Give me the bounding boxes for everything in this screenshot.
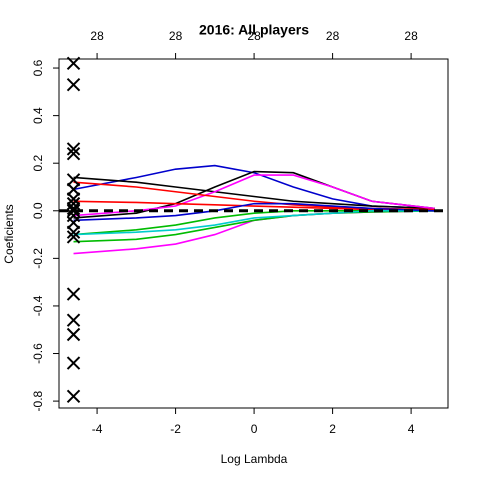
cross-stroke	[66, 204, 81, 218]
cross-marker	[66, 313, 81, 327]
y-tick-label: 0.0	[31, 202, 45, 219]
cross-marker	[66, 356, 81, 370]
cross-stroke	[66, 356, 81, 370]
y-axis-label: Coeficients	[2, 204, 16, 263]
top-tick-label: 28	[326, 29, 340, 43]
plot-area	[59, 164, 448, 255]
cross-marker	[66, 225, 81, 239]
cross-stroke	[66, 389, 81, 404]
cross-stroke	[66, 77, 81, 92]
x-axis-label: Log Lambda	[221, 452, 288, 466]
cross-marker	[66, 192, 81, 206]
cross-stroke	[66, 192, 81, 206]
coef-path	[73, 202, 435, 222]
top-tick-label: 28	[247, 29, 261, 43]
x-tick-label: -4	[92, 422, 103, 436]
cross-marker	[66, 287, 81, 301]
cross-stroke	[66, 230, 81, 244]
x-tick-label: 0	[251, 422, 258, 436]
cross-marker	[66, 182, 81, 197]
cross-stroke	[66, 327, 81, 342]
cross-marker	[66, 204, 81, 218]
cross-marker	[66, 215, 81, 230]
x-tick-label: 2	[329, 422, 336, 436]
cross-stroke	[66, 313, 81, 327]
y-tick-label: -0.6	[31, 343, 45, 364]
cross-marker	[66, 146, 81, 161]
coef-path	[73, 164, 435, 210]
cross-marker	[66, 389, 81, 404]
x-tick-label: -2	[170, 422, 181, 436]
chart-title: 2016: All players	[199, 22, 309, 38]
cross-stroke	[66, 173, 81, 187]
y-tick-label: -0.2	[31, 248, 45, 269]
x-tick-label: 4	[408, 422, 415, 436]
cross-stroke	[66, 142, 81, 156]
cross-marker	[66, 173, 81, 187]
cross-marker	[66, 230, 81, 244]
top-tick-label: 28	[90, 29, 104, 43]
y-tick-label: -0.8	[31, 390, 45, 411]
y-tick-label: -0.4	[31, 295, 45, 316]
top-tick-label: 28	[169, 29, 183, 43]
cross-stroke	[66, 287, 81, 301]
cross-stroke	[66, 225, 81, 239]
cross-stroke	[66, 182, 81, 197]
coef-path	[73, 200, 435, 212]
coef-path	[73, 174, 435, 217]
coef-path	[73, 209, 435, 243]
y-tick-label: 0.6	[31, 59, 45, 76]
plot-frame	[58, 58, 449, 409]
y-tick-label: 0.4	[31, 107, 45, 124]
cross-marker	[66, 327, 81, 342]
top-tick-label: 28	[404, 29, 418, 43]
y-tick-label: 0.2	[31, 155, 45, 172]
cross-stroke	[66, 215, 81, 230]
cross-marker	[66, 77, 81, 92]
cross-stroke	[66, 146, 81, 161]
coef-path	[73, 176, 435, 210]
cross-marker	[66, 142, 81, 156]
coef-path	[73, 209, 435, 236]
